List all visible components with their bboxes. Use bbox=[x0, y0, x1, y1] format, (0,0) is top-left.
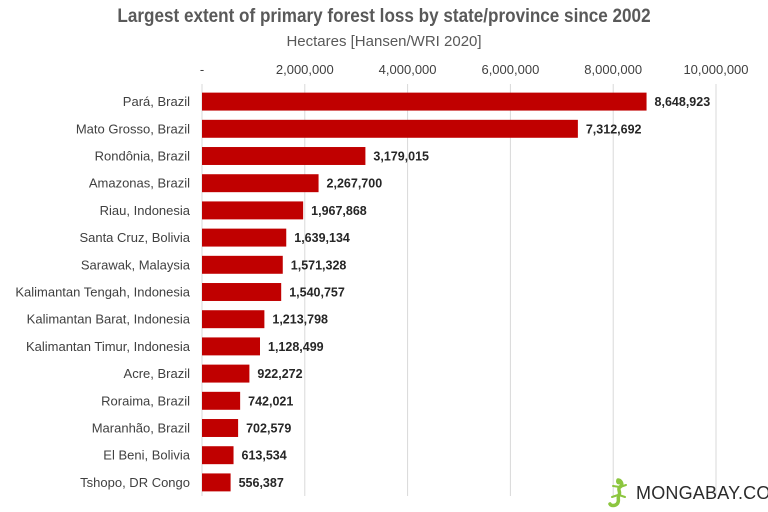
data-labels: 8,648,923 7,312,692 3,179,015 2,267,700 1,96… bbox=[239, 95, 711, 490]
category-label: Acre, Brazil bbox=[124, 366, 191, 381]
x-tick-label: 10,000,000 bbox=[683, 62, 748, 77]
data-label: 1,967,868 bbox=[311, 204, 367, 218]
category-label: Mato Grosso, Brazil bbox=[76, 121, 190, 136]
x-tick-label: 2,000,000 bbox=[276, 62, 334, 77]
category-label: Kalimantan Timur, Indonesia bbox=[26, 339, 191, 354]
data-label: 922,272 bbox=[257, 367, 302, 381]
category-label: Sarawak, Malaysia bbox=[81, 257, 191, 272]
bar bbox=[202, 391, 241, 410]
data-label: 742,021 bbox=[248, 394, 293, 408]
data-label: 7,312,692 bbox=[586, 122, 642, 136]
logo-text: MONGABAY.COM bbox=[636, 482, 768, 503]
x-axis-ticks: - 2,000,000 4,000,000 6,000,000 8,000,000 10,… bbox=[200, 62, 749, 77]
category-label: Roraima, Brazil bbox=[101, 393, 190, 408]
bar bbox=[202, 446, 234, 465]
x-tick-label: 8,000,000 bbox=[584, 62, 642, 77]
x-tick-label: 4,000,000 bbox=[379, 62, 437, 77]
bar bbox=[202, 283, 282, 301]
bar bbox=[202, 174, 319, 193]
data-label: 8,648,923 bbox=[655, 95, 711, 109]
category-label: Rondônia, Brazil bbox=[95, 149, 190, 164]
category-labels: Pará, Brazil Mato Grosso, Brazil Rondônia,… bbox=[15, 94, 190, 490]
bar bbox=[202, 419, 239, 437]
category-label: Pará, Brazil bbox=[123, 94, 190, 109]
bar bbox=[202, 337, 261, 356]
bar bbox=[202, 228, 287, 247]
data-label: 702,579 bbox=[246, 422, 291, 436]
data-label: 1,128,499 bbox=[268, 340, 324, 354]
bar bbox=[202, 201, 304, 220]
x-tick-label: 6,000,000 bbox=[481, 62, 539, 77]
category-label: El Beni, Bolivia bbox=[103, 448, 190, 463]
bar bbox=[202, 147, 366, 165]
data-label: 556,387 bbox=[239, 476, 284, 490]
gecko-icon bbox=[608, 478, 627, 508]
bars bbox=[202, 92, 647, 492]
category-label: Kalimantan Tengah, Indonesia bbox=[15, 285, 190, 300]
bar bbox=[202, 92, 647, 111]
bar bbox=[202, 255, 283, 274]
data-label: 1,571,328 bbox=[291, 258, 347, 272]
category-label: Riau, Indonesia bbox=[100, 203, 191, 218]
bar bbox=[202, 473, 231, 492]
chart-title: Largest extent of primary forest loss by… bbox=[117, 6, 651, 27]
category-label: Tshopo, DR Congo bbox=[80, 475, 190, 490]
data-label: 1,540,757 bbox=[289, 286, 345, 300]
bar bbox=[202, 119, 578, 138]
data-label: 1,213,798 bbox=[272, 313, 328, 327]
category-label: Kalimantan Barat, Indonesia bbox=[27, 312, 191, 327]
bar bbox=[202, 364, 250, 383]
chart-subtitle: Hectares [Hansen/WRI 2020] bbox=[286, 33, 482, 50]
data-label: 613,534 bbox=[242, 449, 287, 463]
data-label: 1,639,134 bbox=[294, 231, 350, 245]
category-label: Maranhão, Brazil bbox=[92, 421, 190, 436]
data-label: 3,179,015 bbox=[373, 150, 429, 164]
mongabay-logo: MONGABAY.COM bbox=[604, 478, 768, 508]
data-label: 2,267,700 bbox=[327, 177, 383, 191]
category-label: Amazonas, Brazil bbox=[89, 176, 190, 191]
category-label: Santa Cruz, Bolivia bbox=[79, 230, 190, 245]
x-tick-label: - bbox=[200, 62, 204, 77]
bar bbox=[202, 310, 265, 329]
